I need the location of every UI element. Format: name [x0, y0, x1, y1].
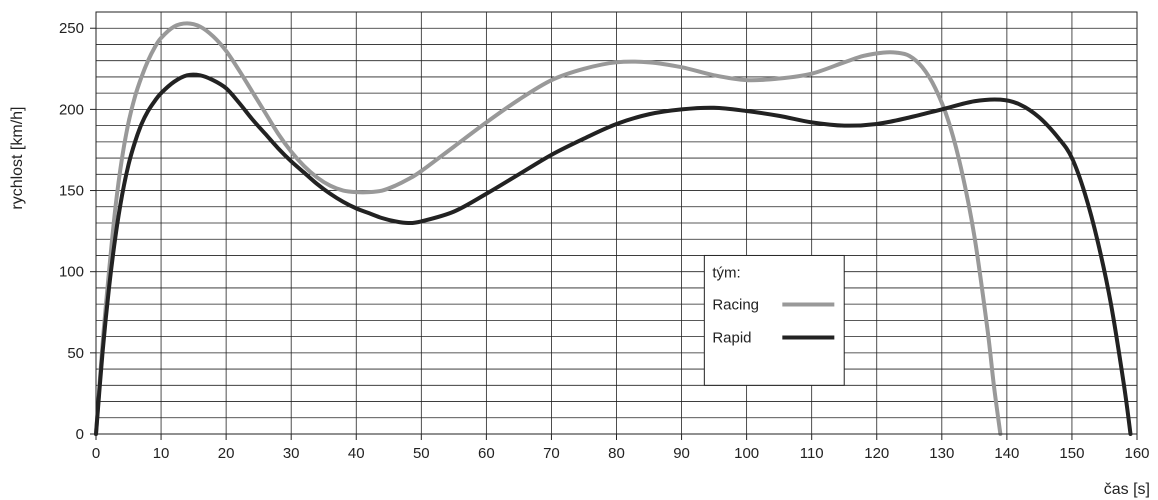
legend: tým: Racing Rapid: [703, 254, 845, 386]
y-tick-label: 150: [59, 183, 84, 200]
x-tick-label: 100: [734, 445, 759, 462]
y-tick-label: 200: [59, 101, 84, 118]
x-tick-label: 40: [348, 445, 365, 462]
x-tick-label: 70: [543, 445, 560, 462]
x-tick-label: 120: [864, 445, 889, 462]
legend-label-rapid: Rapid: [712, 329, 751, 346]
plot-frame: [95, 11, 1138, 435]
x-tick-label: 10: [153, 445, 170, 462]
x-tick-label: 80: [608, 445, 625, 462]
x-tick-label: 140: [994, 445, 1019, 462]
x-tick-label: 110: [800, 445, 824, 462]
grid: [96, 11, 1137, 434]
x-tick-label: 130: [929, 445, 954, 462]
legend-title: tým:: [712, 264, 740, 281]
tick-labels: 0 10 20 30 40 50 60 70 80 90 100 110 120 130 140 150 160…: [59, 20, 1150, 462]
x-tick-label: 150: [1059, 445, 1084, 462]
y-axis-label: rychlost [km/h]: [9, 107, 26, 210]
y-tick-label: 250: [59, 20, 84, 37]
x-tick-label: 0: [92, 445, 100, 462]
x-tick-label: 90: [673, 445, 690, 462]
legend-label-racing: Racing: [712, 296, 759, 313]
y-tick-label: 0: [76, 426, 84, 443]
series-line-rapid: [94, 72, 1133, 436]
y-tick-label: 50: [67, 345, 84, 362]
x-axis-label: čas [s]: [1104, 481, 1150, 498]
y-tick-label: 100: [59, 264, 84, 281]
series-line-racing: [94, 21, 1003, 436]
x-tick-label: 30: [283, 445, 300, 462]
x-tick-label: 160: [1124, 445, 1149, 462]
legend-box: [703, 254, 845, 386]
series-lines: [94, 21, 1133, 436]
x-tick-label: 60: [478, 445, 495, 462]
x-tick-label: 50: [413, 445, 430, 462]
x-tick-label: 20: [218, 445, 235, 462]
